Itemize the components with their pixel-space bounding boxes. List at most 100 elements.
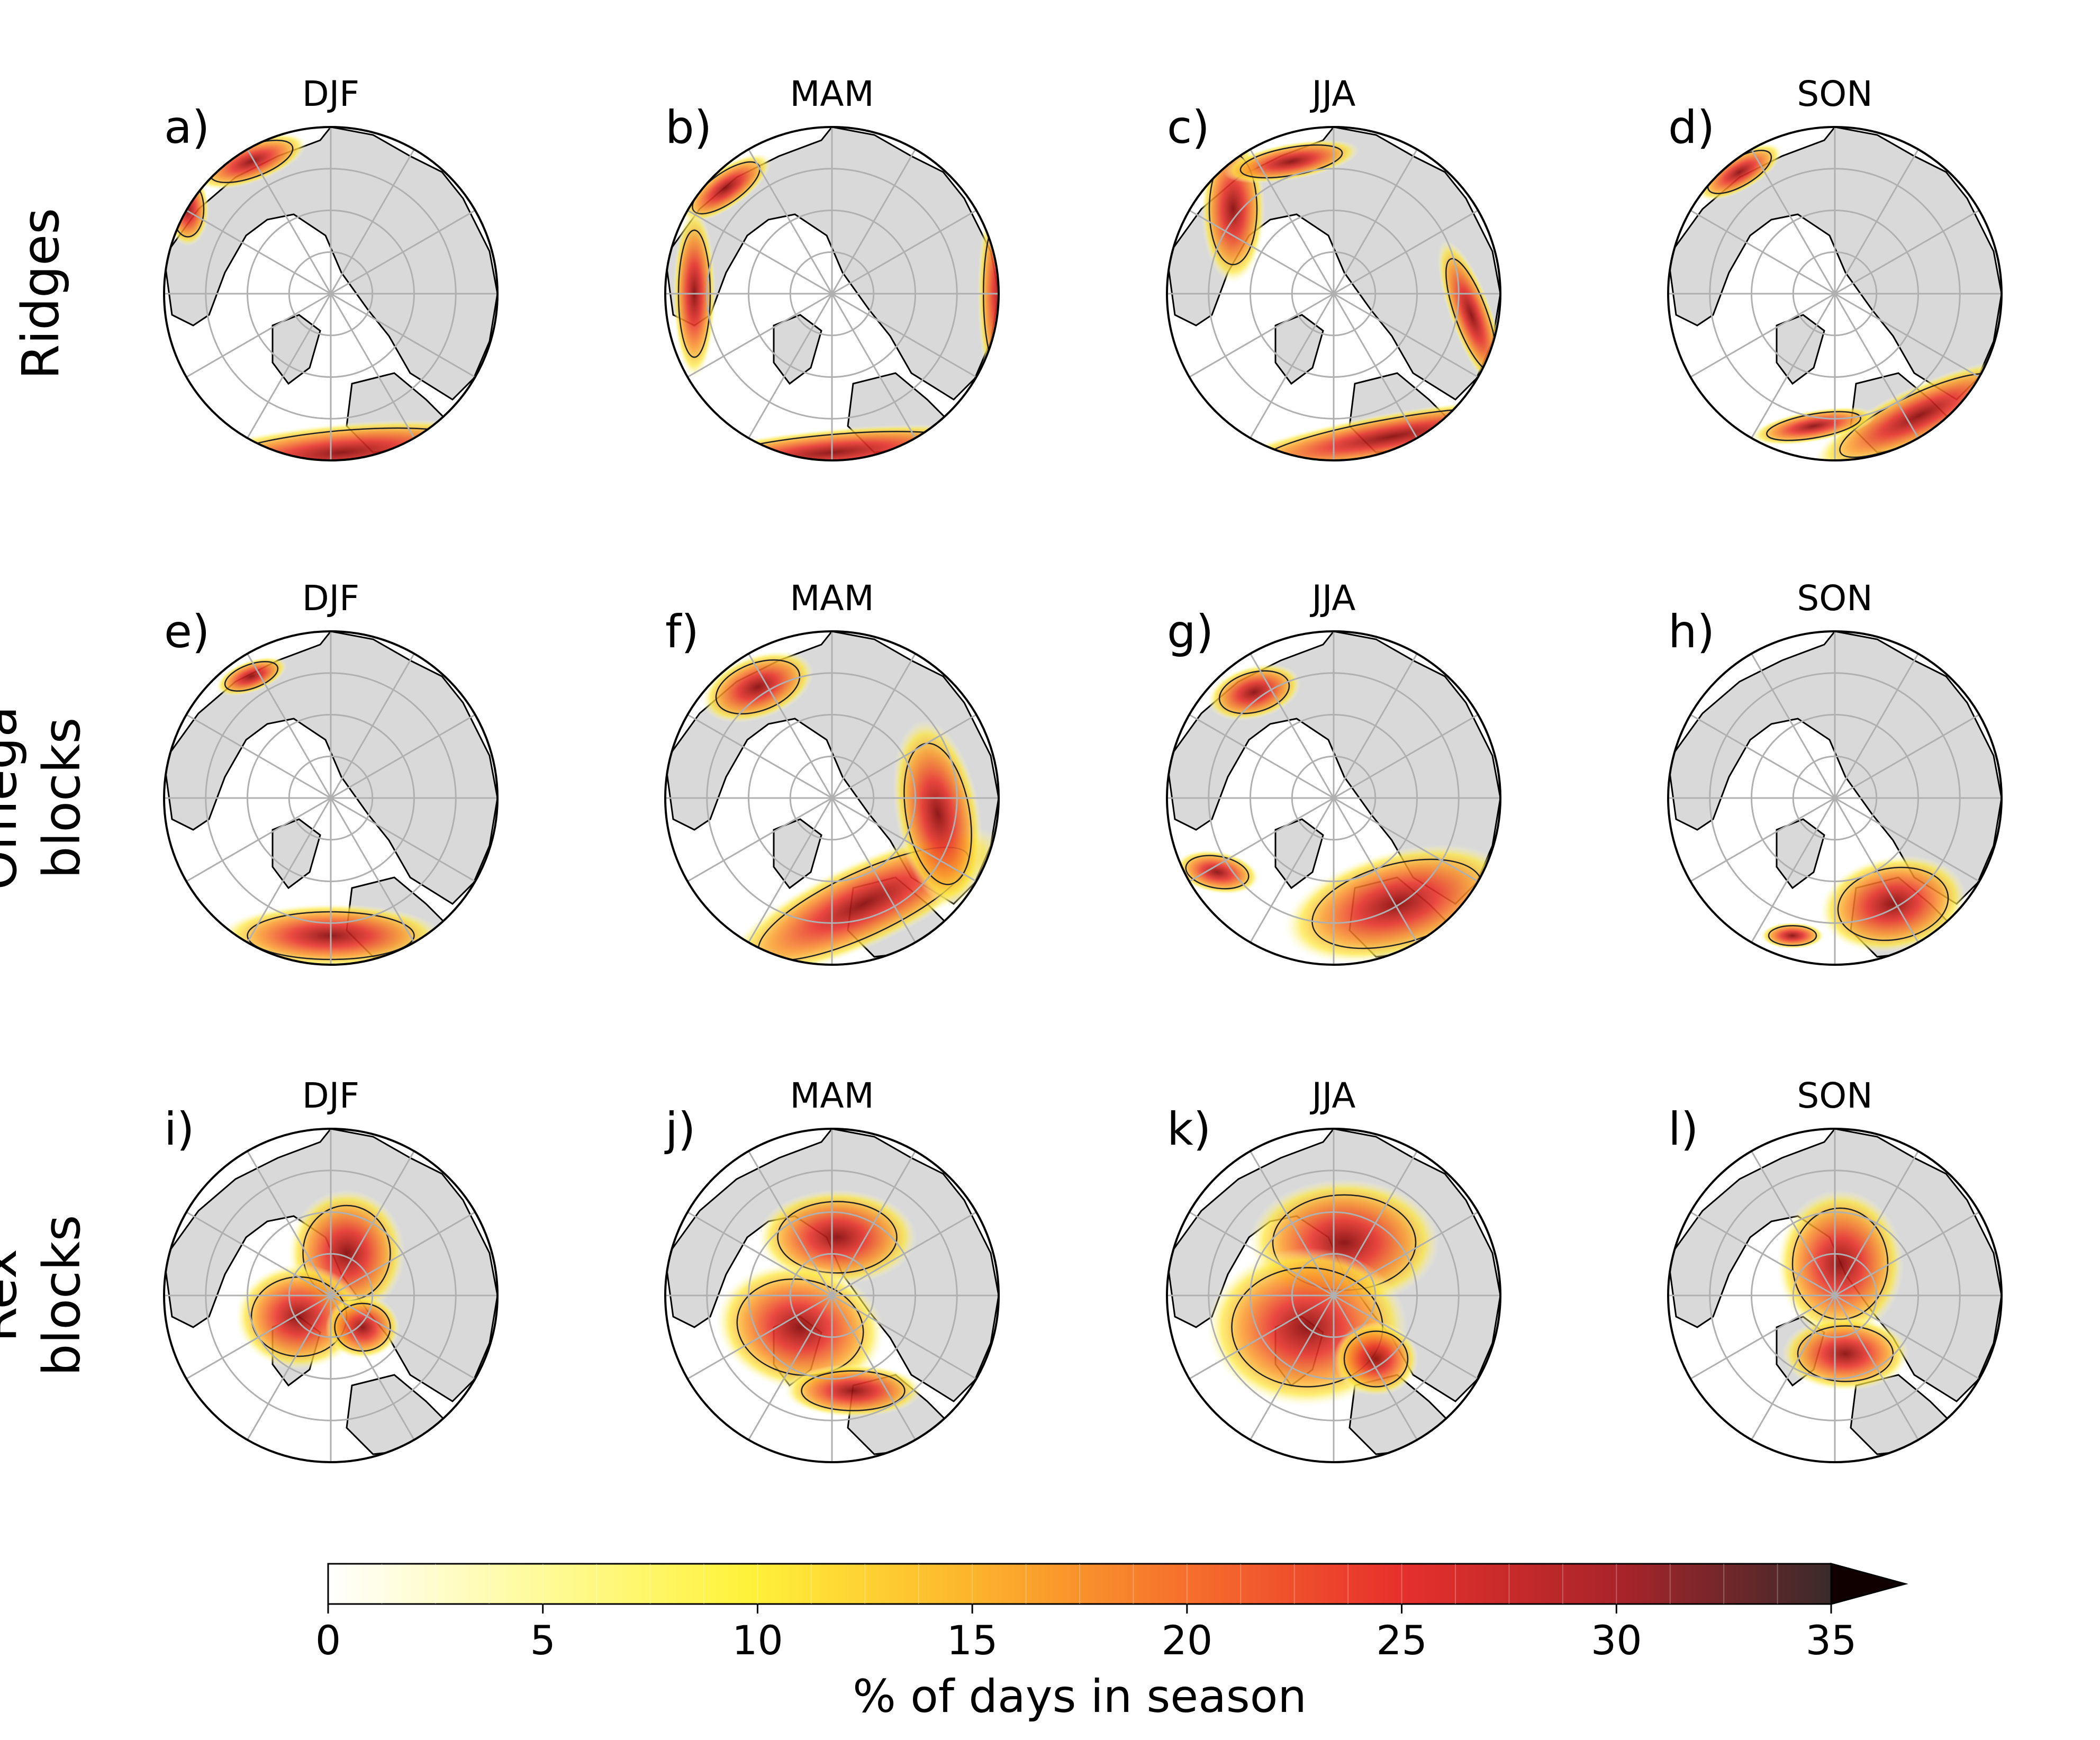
meridian-gridline <box>330 1211 476 1297</box>
frequency-shading <box>1208 664 1301 721</box>
panel-letter: a) <box>164 101 210 154</box>
meridian-gridline <box>1333 1150 1418 1296</box>
colorbar-tick-label: 10 <box>732 1617 783 1664</box>
map-border <box>664 126 1000 461</box>
meridian-gridline <box>1690 293 1835 378</box>
map-panel: MAM j) <box>664 1075 1000 1463</box>
map-content <box>1167 1129 1500 1462</box>
meridian-gridline <box>831 1211 977 1297</box>
season-title: DJF <box>302 578 359 619</box>
meridian-gridline <box>247 1295 332 1440</box>
meridian-gridline <box>247 798 332 943</box>
meridian-gridline <box>1189 1294 1334 1380</box>
meridian-gridline <box>831 1294 977 1380</box>
frequency-contour <box>1766 411 1861 441</box>
panel-letter: l) <box>1668 1103 1698 1156</box>
meridian-gridline <box>1751 1150 1836 1296</box>
colorbar-tick-label: 15 <box>947 1617 998 1664</box>
meridian-gridline <box>1333 653 1418 799</box>
meridian-gridline <box>1189 797 1334 882</box>
colorbar-ticks: 0 5 10 15 20 25 30 35 <box>315 1604 1857 1664</box>
meridian-gridline <box>330 293 476 378</box>
meridian-gridline <box>247 149 332 294</box>
meridian-gridline <box>1834 1294 1980 1380</box>
map-panel: SON d) <box>1667 74 2003 461</box>
meridian-gridline <box>1834 293 1980 378</box>
landmass <box>164 631 497 905</box>
meridian-gridline <box>1333 210 1479 295</box>
panel-letter: d) <box>1668 101 1715 154</box>
frequency-shading <box>1334 1322 1418 1396</box>
map-border <box>163 1128 499 1463</box>
meridian-gridline <box>330 714 476 799</box>
frequency-shading <box>784 1364 922 1417</box>
map-panel: DJF i) <box>163 1075 499 1463</box>
meridian-gridline <box>1250 293 1335 439</box>
meridian-gridline <box>1834 798 1919 943</box>
map-border <box>1166 1128 1501 1463</box>
colorbar-tick-label: 35 <box>1806 1617 1857 1664</box>
meridian-gridline <box>1834 797 1980 882</box>
meridian-gridline <box>330 797 476 882</box>
season-title: SON <box>1797 74 1872 114</box>
meridian-gridline <box>1834 1150 1919 1296</box>
meridian-gridline <box>247 1150 332 1296</box>
map-border <box>1667 630 2003 966</box>
meridian-gridline <box>748 1295 833 1440</box>
season-title: JJA <box>1310 1075 1356 1116</box>
frequency-shading <box>1175 850 1260 894</box>
map-panel: SON l) <box>1667 1075 2003 1463</box>
meridian-gridline <box>330 798 415 943</box>
meridian-gridline <box>186 210 331 295</box>
map-panel: MAM f) <box>664 578 1000 966</box>
map-border <box>1166 126 1501 461</box>
meridian-gridline <box>1751 1295 1836 1440</box>
meridian-gridline <box>186 293 331 378</box>
meridian-gridline <box>1690 1211 1835 1297</box>
frequency-contour <box>1343 1330 1409 1388</box>
meridian-gridline <box>1834 149 1919 294</box>
meridian-gridline <box>186 1294 331 1380</box>
frequency-shading <box>1777 1190 1904 1338</box>
meridian-gridline <box>1250 149 1335 294</box>
row-label-line: blocks <box>32 1215 92 1376</box>
row-label-line: blocks <box>32 718 92 879</box>
meridian-gridline <box>831 797 977 882</box>
row-label: Rex blocks <box>0 1215 92 1376</box>
frequency-shading <box>893 720 983 908</box>
landmass <box>164 127 497 401</box>
frequency-shading <box>325 1295 400 1359</box>
row-label: Ridges <box>11 208 70 379</box>
meridian-gridline <box>1333 714 1479 799</box>
meridian-gridline <box>831 293 977 378</box>
map-content <box>164 1129 497 1462</box>
panel-letter: h) <box>1668 605 1715 658</box>
meridian-gridline <box>748 798 833 943</box>
map-panel: SON h) <box>1667 578 2003 966</box>
meridian-gridline <box>186 797 331 882</box>
meridian-gridline <box>831 210 977 295</box>
meridian-gridline <box>247 293 332 439</box>
meridian-gridline <box>1834 714 1980 799</box>
colorbar-tick-label: 0 <box>315 1617 341 1664</box>
frequency-contour <box>1797 1325 1894 1382</box>
meridian-gridline <box>831 653 916 799</box>
colorbar: 0 5 10 15 20 25 30 35 % of days in season <box>315 1563 1908 1723</box>
frequency-shading <box>758 1190 917 1285</box>
colorbar-segments <box>381 1564 1778 1604</box>
panel-letter: e) <box>164 605 210 658</box>
frequency-contour <box>1185 855 1250 890</box>
meridian-gridline <box>748 1150 833 1296</box>
meridian-gridline <box>748 149 833 294</box>
colorbar-tick-label: 20 <box>1161 1617 1212 1664</box>
meridian-gridline <box>1250 1150 1335 1296</box>
meridian-gridline <box>748 293 833 439</box>
frequency-shading <box>196 133 307 190</box>
frequency-shading <box>1437 240 1500 390</box>
panel-letter: i) <box>164 1103 194 1156</box>
meridian-gridline <box>1333 293 1418 439</box>
meridian-gridline <box>1690 714 1835 799</box>
meridian-gridline <box>1189 210 1334 295</box>
